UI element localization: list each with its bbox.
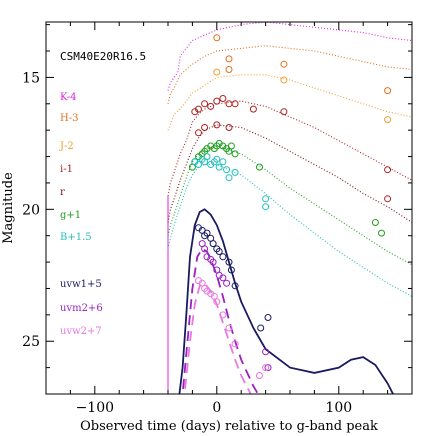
data-point-b-1-5 <box>223 166 231 174</box>
data-point-i-1 <box>225 124 233 131</box>
data-point-i-1 <box>195 105 202 113</box>
legend-entry-uvw2-7: uvw2+7 <box>60 326 102 337</box>
series-uvm2-6 <box>181 240 272 394</box>
data-point-i-1 <box>195 129 202 137</box>
model-line-g-1 <box>167 145 412 266</box>
data-point-uvw1-5 <box>257 324 265 332</box>
data-point-uvw2-7 <box>225 324 233 332</box>
data-point-b-1-5 <box>262 195 270 203</box>
legend-entry-h-3: H-3 <box>60 113 78 124</box>
data-point-uvw2-7 <box>219 311 227 319</box>
legend-entry-uvw1-5: uvw1+5 <box>60 279 102 290</box>
data-point-uvw1-5 <box>215 248 223 255</box>
legend: K-4 H-3 J-2 i-1 r g+1 B+1.5 uvw1+5 uvm2+6 uvw2+7 <box>59 92 103 337</box>
series-j-2 <box>167 68 412 131</box>
data-point-h-3 <box>280 60 288 68</box>
data-point-j-2 <box>213 68 221 76</box>
x-tick-label: 0 <box>212 400 221 416</box>
data-point-i-1 <box>219 95 227 102</box>
legend-entry-i-1: i-1 <box>60 164 73 175</box>
data-point-h-3 <box>213 34 221 42</box>
data-point-i-1 <box>231 100 239 108</box>
y-tick-label: 25 <box>22 334 40 350</box>
model-line-h-3 <box>167 45 412 104</box>
model-line-b-1-5 <box>167 163 412 297</box>
data-point-i-1 <box>249 105 257 113</box>
data-point-uvw1-5 <box>209 240 217 248</box>
data-point-i-1 <box>201 100 209 108</box>
data-point-uvm2-6 <box>201 245 209 253</box>
data-point-uvm2-6 <box>264 364 272 372</box>
model-line-j-2 <box>167 74 412 131</box>
legend-entry-k-4: K-4 <box>60 92 76 103</box>
data-point-h-3 <box>384 87 392 95</box>
data-point-g-1 <box>371 219 379 226</box>
data-point-uvw2-7 <box>213 298 221 306</box>
data-point-uvw1-5 <box>264 314 272 321</box>
plot-frame <box>45 21 413 395</box>
y-tick-label: 20 <box>22 202 40 218</box>
data-point-g-1 <box>227 142 235 150</box>
data-point-uvw1-5 <box>219 253 227 261</box>
data-point-uvm2-6 <box>223 279 231 287</box>
y-tick-label: 15 <box>22 70 40 86</box>
series-uvw1-5 <box>178 208 395 394</box>
data-point-uvw2-7 <box>231 340 239 348</box>
series-b-1-5 <box>167 153 412 297</box>
data-point-uvw1-5 <box>225 258 233 266</box>
data-point-b-1-5 <box>195 161 202 168</box>
ticks-layer: −100 0 100 15 20 25 <box>22 22 413 416</box>
series-h-3 <box>167 34 412 104</box>
data-point-b-1-5 <box>219 158 227 166</box>
data-point-uvw1-5 <box>203 229 211 237</box>
data-point-g-1 <box>256 163 263 171</box>
series-uvw2-7 <box>183 277 270 394</box>
data-point-b-1-5 <box>225 174 233 182</box>
legend-entry-r: r <box>60 187 65 198</box>
data-point-i-1 <box>213 121 221 129</box>
data-point-h-3 <box>225 55 233 63</box>
data-point-b-1-5 <box>213 155 221 163</box>
data-point-uvm2-6 <box>262 348 270 356</box>
data-point-b-1-5 <box>231 168 239 176</box>
data-point-g-1 <box>231 150 239 158</box>
data-point-uvw1-5 <box>227 266 235 274</box>
x-tick-label: −100 <box>76 400 114 416</box>
legend-entry-j-2: J-2 <box>59 141 74 152</box>
data-point-i-1 <box>384 166 392 174</box>
data-point-h-3 <box>225 66 233 73</box>
x-axis-label: Observed time (days) relative to g-band … <box>80 419 378 434</box>
data-point-uvw2-7 <box>262 364 270 372</box>
model-line-i-1 <box>167 100 412 197</box>
legend-entry-b-1-5: B+1.5 <box>60 232 92 243</box>
data-point-g-1 <box>378 229 385 237</box>
data-point-uvw1-5 <box>231 282 239 290</box>
data-point-b-1-5 <box>215 163 223 171</box>
x-tick-label: 100 <box>325 400 352 416</box>
legend-entry-uvm2-6: uvm2+6 <box>60 303 103 314</box>
data-point-uvm2-6 <box>209 258 217 266</box>
data-point-i-1 <box>280 108 288 116</box>
series-layer <box>167 22 412 394</box>
data-point-i-1 <box>384 195 392 203</box>
data-point-b-1-5 <box>262 203 270 211</box>
model-line-uvw2-7 <box>183 282 252 394</box>
data-point-uvm2-6 <box>219 274 227 282</box>
data-point-j-2 <box>280 76 288 84</box>
data-point-uvw2-7 <box>256 372 263 379</box>
data-point-i-1 <box>207 102 215 110</box>
data-point-i-1 <box>213 97 221 105</box>
legend-entry-g-1: g+1 <box>60 210 81 221</box>
data-point-b-1-5 <box>203 153 211 161</box>
chart-title: CSM40E20R16.5 <box>60 50 146 63</box>
data-point-j-2 <box>384 116 392 124</box>
y-axis-label: Magnitude <box>1 172 16 244</box>
